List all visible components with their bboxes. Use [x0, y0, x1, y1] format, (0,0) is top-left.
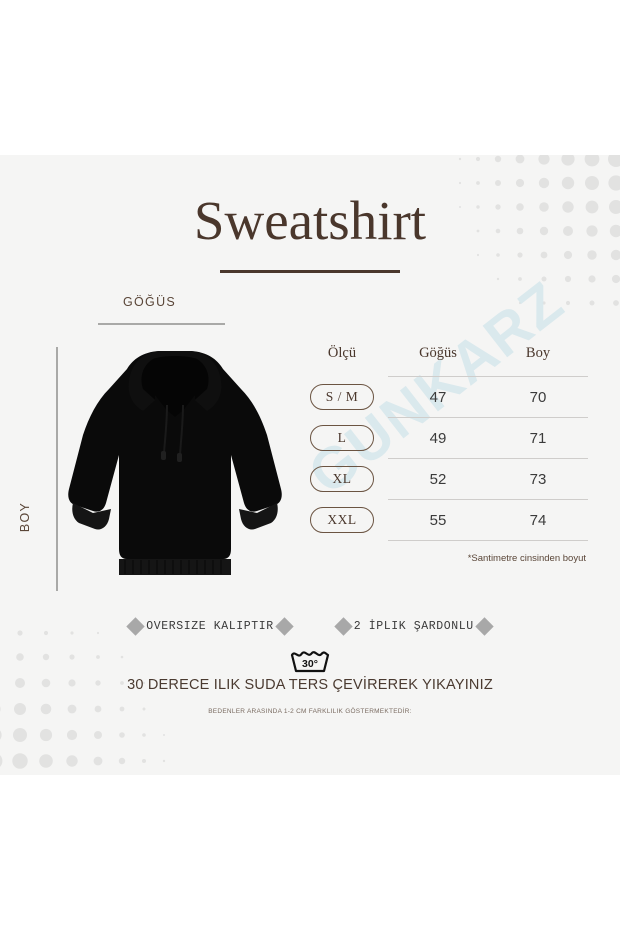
- size-table: Ölçü Göğüs Boy S / M 47 70: [296, 345, 588, 564]
- tolerance-note: BEDENLER ARASINDA 1-2 CM FARKLILIK GÖSTE…: [208, 708, 412, 715]
- chest-value: 47: [388, 376, 488, 418]
- size-cell: S / M: [296, 377, 388, 418]
- table-row: XL 52 73: [296, 458, 588, 500]
- content-panel: GUNKARZ Sweatshirt GÖĞÜS BOY: [0, 155, 620, 775]
- wash-basin-icon: 30°: [0, 647, 620, 675]
- table-header-row: Ölçü Göğüs Boy: [296, 345, 588, 377]
- size-cell: L: [296, 418, 388, 459]
- chest-measure-line: [98, 323, 225, 325]
- chest-value: 55: [388, 499, 488, 541]
- table-row: XXL 55 74: [296, 499, 588, 541]
- diamond-icon: [275, 617, 294, 636]
- page-title: Sweatshirt: [193, 190, 427, 251]
- size-cell: XL: [296, 459, 388, 500]
- length-value: 71: [488, 417, 588, 459]
- product-illustration-area: GÖĞÜS BOY: [18, 295, 290, 735]
- length-value: 70: [488, 376, 588, 418]
- size-cell: XXL: [296, 500, 388, 541]
- wash-temperature-text: 30°: [302, 658, 318, 670]
- length-value: 73: [488, 458, 588, 500]
- badge-label: 2 İPLIK ŞARDONLU: [353, 620, 474, 633]
- care-instruction: 30 DERECE ILIK SUDA TERS ÇEVİREREK YIKAY…: [127, 677, 493, 693]
- feature-badges: OVERSIZE KALIPTIR 2 İPLIK ŞARDONLU: [0, 617, 620, 636]
- unit-note: *Santimetre cinsinden boyut: [467, 553, 586, 564]
- badge-oversize: OVERSIZE KALIPTIR: [126, 617, 294, 636]
- diamond-icon: [475, 617, 494, 636]
- chest-value: 49: [388, 417, 488, 459]
- column-header-chest: Göğüs: [419, 345, 457, 361]
- table-row: S / M 47 70: [296, 376, 588, 418]
- badge-fabric: 2 İPLIK ŞARDONLU: [334, 617, 494, 636]
- length-value: 74: [488, 499, 588, 541]
- badge-label: OVERSIZE KALIPTIR: [146, 620, 274, 633]
- chest-measure-label: GÖĞÜS: [123, 295, 177, 309]
- size-pill: XL: [310, 466, 374, 492]
- column-header-size: Ölçü: [327, 345, 357, 362]
- hoodie-image: [63, 343, 285, 593]
- size-pill: L: [310, 425, 374, 451]
- column-header-length: Boy: [525, 345, 551, 361]
- length-measure-label: BOY: [18, 501, 33, 533]
- title-divider: [220, 270, 400, 273]
- chest-value: 52: [388, 458, 488, 500]
- length-measure-line: [56, 347, 58, 591]
- title-block: Sweatshirt: [0, 193, 620, 273]
- size-pill: XXL: [310, 507, 374, 533]
- size-pill: S / M: [310, 384, 374, 410]
- table-row: L 49 71: [296, 417, 588, 459]
